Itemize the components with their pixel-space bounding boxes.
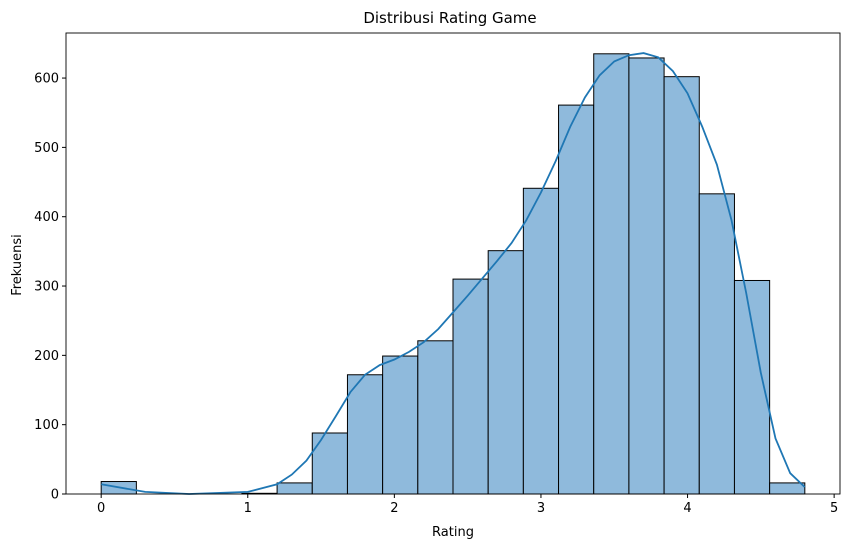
histogram-bar: [311, 432, 348, 495]
plot-frame: [65, 32, 841, 495]
y-tick-label: 400: [34, 210, 59, 225]
x-tick-label: 0: [97, 501, 105, 516]
bars-layer: [100, 53, 806, 495]
y-axis-label: Frekuensi: [10, 234, 25, 296]
histogram-bar: [452, 278, 489, 495]
histogram-bar: [593, 53, 630, 495]
histogram-bar: [698, 193, 735, 495]
histogram-bar: [276, 482, 313, 495]
histogram-bar: [628, 57, 665, 495]
chart-title: Distribusi Rating Game: [363, 9, 536, 27]
x-tick-label: 1: [244, 501, 252, 516]
x-axis-label: Rating: [432, 525, 474, 540]
histogram-bar: [522, 187, 560, 495]
x-tick-label: 4: [683, 501, 691, 516]
y-tick-label: 100: [34, 418, 59, 433]
axes-layer: 0 1 2 3 4 5 0 100 200 300 400 500 600: [34, 32, 841, 516]
y-tick-label: 0: [51, 488, 59, 503]
x-tick-label: 2: [390, 501, 398, 516]
y-tick-label: 500: [34, 141, 59, 156]
histogram-bar: [558, 104, 595, 495]
kde-line: [101, 52, 806, 495]
histogram-bar: [487, 250, 524, 495]
y-tick-label: 300: [34, 280, 59, 295]
histogram-bar: [346, 374, 384, 495]
histogram-bar: [417, 340, 454, 495]
y-tick-label: 200: [34, 349, 59, 364]
x-tick-label: 5: [830, 501, 838, 516]
histogram-bar: [663, 76, 700, 495]
x-tick-label: 3: [537, 501, 545, 516]
y-tick-label: 600: [34, 72, 59, 87]
histogram-bar: [382, 355, 419, 495]
histogram-bar: [769, 482, 806, 495]
